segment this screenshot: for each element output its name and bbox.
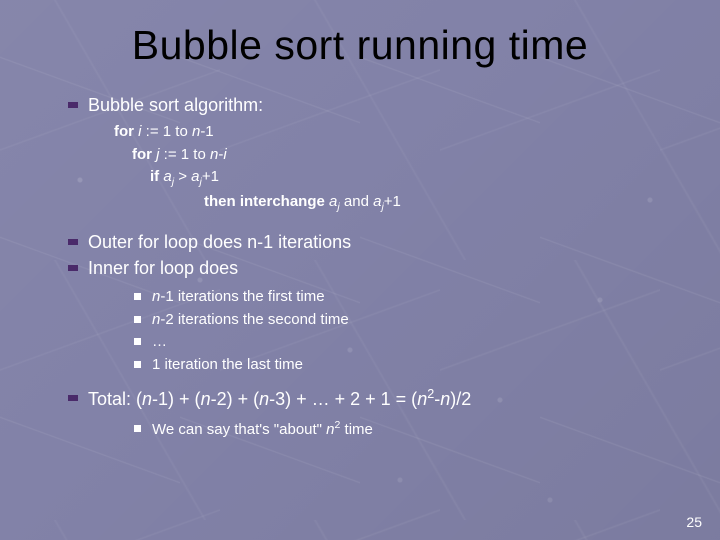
- sub-item-3: …: [134, 331, 680, 354]
- sub-item-2: n-2 iterations the second time: [134, 309, 680, 332]
- slide-body: Bubble sort algorithm: for i := 1 to n-1…: [40, 93, 680, 441]
- total-sublist: We can say that's "about" n2 time: [134, 418, 680, 442]
- algo-line-3: if aj > aj+1: [114, 166, 680, 191]
- slide-title: Bubble sort running time: [40, 22, 680, 69]
- bullet-inner-loop: Inner for loop does: [68, 256, 680, 280]
- algo-line-1: for i := 1 to n-1: [114, 121, 680, 144]
- bullet-outer-loop: Outer for loop does n-1 iterations: [68, 230, 680, 254]
- page-number: 25: [686, 514, 702, 530]
- bullet-algorithm: Bubble sort algorithm:: [68, 93, 680, 117]
- sub-item-about: We can say that's "about" n2 time: [134, 418, 680, 442]
- slide-content: Bubble sort running time Bubble sort alg…: [0, 0, 720, 441]
- algo-line-2: for j := 1 to n-i: [114, 144, 680, 167]
- algorithm-block: for i := 1 to n-1 for j := 1 to n-i if a…: [114, 121, 680, 216]
- inner-loop-sublist: n-1 iterations the first time n-2 iterat…: [134, 286, 680, 376]
- sub-item-4: 1 iteration the last time: [134, 354, 680, 377]
- bullet-total: Total: (n-1) + (n-2) + (n-3) + … + 2 + 1…: [68, 386, 680, 411]
- algo-line-4: then interchange aj and aj+1: [114, 191, 680, 216]
- sub-item-1: n-1 iterations the first time: [134, 286, 680, 309]
